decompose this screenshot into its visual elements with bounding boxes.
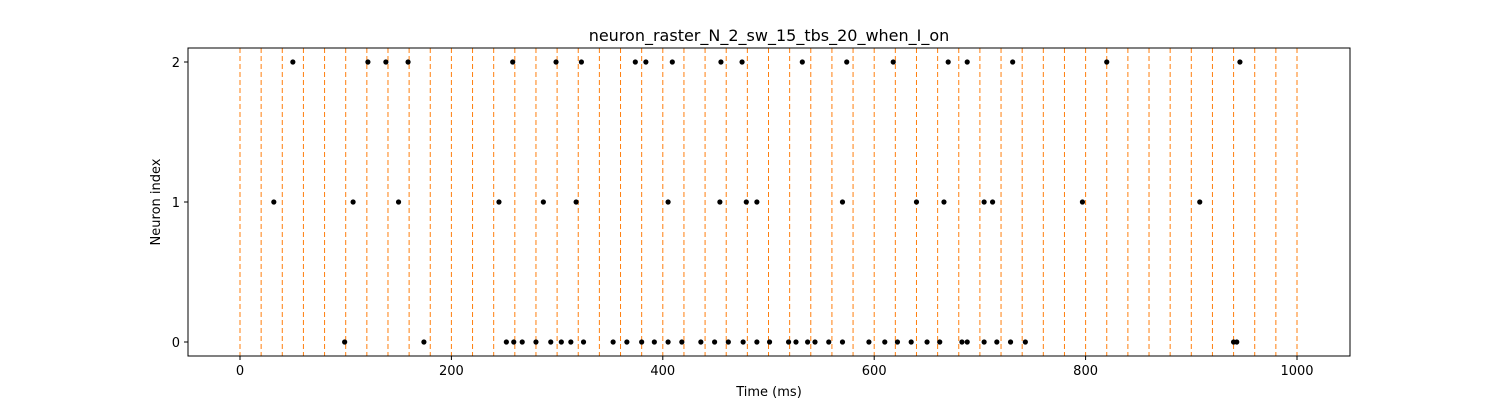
spike-n0-41 — [1234, 339, 1240, 345]
spike-n1-13 — [981, 199, 987, 205]
y-tick-label-2: 2 — [172, 56, 180, 71]
spike-n0-10 — [610, 339, 616, 345]
x-tick-label-800: 800 — [1073, 364, 1098, 379]
spike-n0-14 — [665, 339, 671, 345]
spike-n2-9 — [669, 59, 675, 65]
spike-n2-15 — [945, 59, 951, 65]
spike-n0-36 — [981, 339, 987, 345]
spike-n1-6 — [665, 199, 671, 205]
spike-n0-29 — [882, 339, 888, 345]
spike-n2-19 — [1237, 59, 1243, 65]
spike-n0-26 — [826, 339, 832, 345]
spike-n2-13 — [844, 59, 850, 65]
x-axis-label: Time (ms) — [735, 385, 802, 400]
spike-n1-7 — [717, 199, 723, 205]
spike-n0-6 — [548, 339, 554, 345]
x-tick-label-200: 200 — [439, 364, 464, 379]
spike-n1-1 — [350, 199, 356, 205]
spike-n0-35 — [964, 339, 970, 345]
spike-n2-12 — [799, 59, 805, 65]
spike-n1-2 — [395, 199, 402, 205]
spike-n0-13 — [651, 339, 657, 345]
spike-n1-9 — [754, 199, 760, 205]
spike-n2-11 — [739, 59, 745, 65]
spike-n2-7 — [632, 59, 638, 65]
x-tick-label-400: 400 — [650, 364, 675, 379]
y-tick-label-1: 1 — [172, 196, 180, 211]
spike-n0-30 — [894, 339, 901, 345]
spike-n0-33 — [937, 339, 943, 345]
spike-n0-39 — [1022, 339, 1028, 345]
spike-n0-27 — [839, 339, 846, 345]
spike-n0-28 — [866, 339, 872, 345]
spike-n0-3 — [511, 339, 517, 345]
spike-n2-1 — [365, 59, 371, 65]
spike-n1-15 — [1079, 199, 1086, 205]
spike-n1-8 — [743, 199, 749, 205]
spike-n0-34 — [959, 339, 965, 345]
spike-n0-25 — [812, 339, 818, 345]
spike-n0-32 — [924, 339, 930, 345]
spike-n0-11 — [624, 339, 630, 345]
spike-n2-5 — [553, 59, 559, 65]
spike-n1-5 — [573, 199, 579, 205]
spike-n0-12 — [639, 339, 645, 345]
spike-n0-7 — [558, 339, 564, 345]
spike-n2-18 — [1104, 59, 1110, 65]
spike-n2-8 — [643, 59, 649, 65]
spike-n2-3 — [405, 59, 411, 65]
spike-n0-22 — [785, 339, 792, 345]
chart-title: neuron_raster_N_2_sw_15_tbs_20_when_I_on — [589, 26, 950, 46]
x-tick-label-1000: 1000 — [1280, 364, 1313, 379]
spike-n2-4 — [510, 59, 516, 65]
spike-n0-23 — [793, 339, 799, 345]
spike-n0-38 — [1007, 339, 1014, 345]
y-axis: 0 1 2 — [172, 56, 188, 351]
spike-n2-0 — [290, 59, 296, 65]
spike-n2-14 — [890, 59, 896, 65]
spike-n0-2 — [503, 339, 509, 345]
spike-n1-16 — [1197, 199, 1203, 205]
spike-n0-4 — [519, 339, 525, 345]
spike-n2-6 — [578, 59, 585, 65]
spike-n1-0 — [271, 199, 277, 205]
spike-n0-16 — [698, 339, 704, 345]
spike-n0-21 — [766, 339, 773, 345]
x-tick-label-600: 600 — [862, 364, 887, 379]
spike-n1-4 — [540, 199, 546, 205]
spike-n0-19 — [740, 339, 746, 345]
spike-n2-17 — [1010, 59, 1016, 65]
spike-n0-18 — [725, 339, 731, 345]
spike-n0-31 — [908, 339, 914, 345]
spike-n0-15 — [679, 339, 685, 345]
spike-n0-37 — [994, 339, 1000, 345]
spike-n1-11 — [913, 199, 920, 205]
spike-n2-16 — [964, 59, 970, 65]
spike-n1-14 — [989, 199, 996, 205]
spike-n0-8 — [568, 339, 574, 345]
spike-n2-2 — [383, 59, 389, 65]
spike-n0-20 — [754, 339, 760, 345]
spike-n0-17 — [711, 339, 718, 345]
x-axis: 0 200 400 600 800 1000 — [236, 356, 1314, 379]
scatter-points — [271, 59, 1243, 345]
spike-n0-24 — [805, 339, 811, 345]
y-axis-label: Neuron index — [149, 158, 164, 245]
spike-n0-1 — [421, 339, 427, 345]
spike-n0-5 — [533, 339, 539, 345]
x-tick-label-0: 0 — [236, 364, 244, 379]
spike-n1-10 — [839, 199, 846, 205]
y-tick-label-0: 0 — [172, 336, 180, 351]
spike-n2-10 — [718, 59, 724, 65]
spike-n0-9 — [580, 339, 587, 345]
spike-n1-12 — [941, 199, 947, 205]
spike-n1-3 — [496, 199, 502, 205]
spike-n0-0 — [342, 339, 348, 345]
